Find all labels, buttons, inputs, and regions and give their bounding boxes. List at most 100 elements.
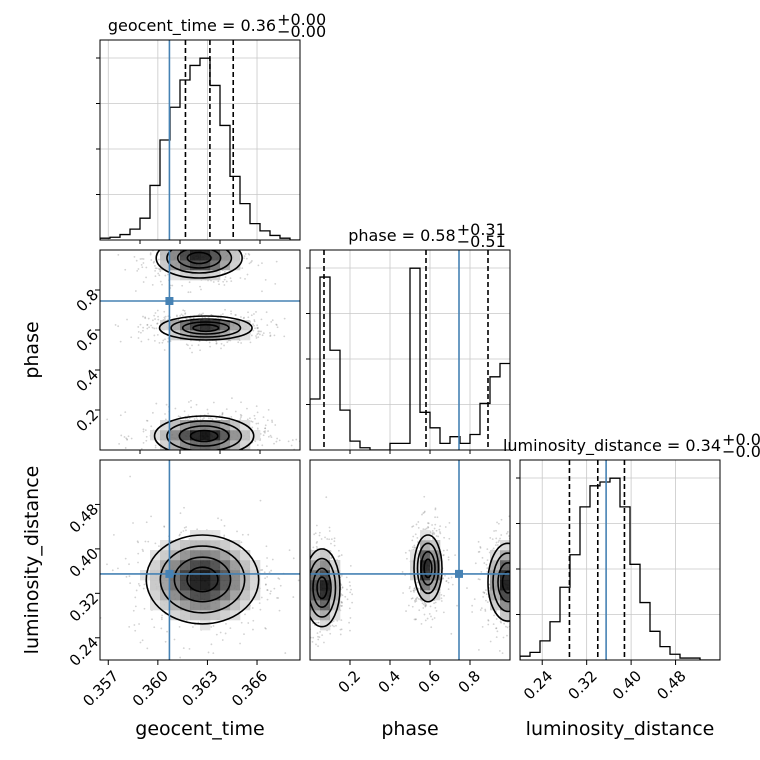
distance-vs-geocent-time-point: [264, 583, 267, 586]
phase-vs-geocent-time-point: [262, 416, 265, 419]
phase-vs-geocent-time-point: [192, 451, 194, 453]
distance-vs-phase-point: [505, 625, 507, 628]
distance-vs-geocent-time-density-cell: [190, 590, 201, 601]
distance-vs-phase-density-cell: [330, 560, 341, 571]
phase-vs-geocent-time-point: [199, 456, 201, 458]
distance-vs-phase-point: [415, 597, 418, 600]
distance-vs-phase-point: [318, 534, 321, 537]
phase-vs-geocent-time-point: [225, 280, 228, 283]
phase-vs-geocent-time-point: [204, 240, 206, 242]
distance-vs-geocent-time-density-cell: [150, 570, 161, 581]
distance-vs-phase-point: [302, 589, 304, 591]
phase-vs-geocent-time-point: [204, 454, 206, 456]
distance-vs-phase-point: [316, 547, 319, 550]
distance-vs-phase-point: [308, 583, 310, 585]
phase-vs-geocent-time-point: [249, 261, 252, 264]
phase-vs-geocent-time-point: [290, 444, 293, 447]
phase-vs-geocent-time-point: [231, 240, 233, 242]
phase-vs-geocent-time-point: [141, 266, 144, 269]
phase-vs-geocent-time-contour: [153, 415, 255, 450]
phase-vs-geocent-time-point: [145, 439, 148, 442]
phase-vs-geocent-time-point: [244, 277, 246, 280]
distance-vs-geocent-time-point: [112, 533, 115, 536]
phase-vs-geocent-time-point: [218, 283, 220, 286]
distance-vs-phase-point: [513, 601, 515, 603]
distance-vs-geocent-time-point: [223, 534, 226, 537]
distance-vs-phase-point: [520, 558, 522, 560]
distance-vs-phase-point: [417, 597, 420, 600]
phase-vs-geocent-time-point: [185, 463, 187, 465]
distance-vs-geocent-time-point: [240, 541, 243, 544]
distance-vs-geocent-time-ytick-label: 0.40: [66, 545, 102, 581]
distance-vs-geocent-time-point: [144, 540, 147, 543]
phase-vs-geocent-time-point: [249, 341, 252, 344]
distance-vs-phase-point: [480, 607, 483, 610]
distance-vs-phase-point: [409, 590, 412, 593]
phase-vs-geocent-time-point: [140, 263, 143, 266]
distance-vs-geocent-time-point: [260, 569, 262, 571]
phase-vs-geocent-time-point: [146, 419, 149, 422]
phase-vs-geocent-time-point: [217, 455, 219, 457]
distance-vs-phase-point: [515, 548, 517, 550]
phase-vs-geocent-time-point: [286, 247, 288, 249]
distance-vs-phase-point: [525, 563, 527, 565]
distance-vs-phase-point: [307, 591, 309, 593]
distance-vs-phase-point: [512, 575, 514, 577]
distance-vs-phase-point: [502, 636, 505, 639]
distance-vs-geocent-time-point: [259, 608, 262, 611]
phase-vs-geocent-time-density-cell: [200, 430, 211, 441]
distance-vs-phase-point: [424, 528, 427, 531]
distance-vs-geocent-time-point: [247, 533, 250, 536]
distance-vs-phase-point: [516, 610, 518, 612]
distance-vs-phase-point: [524, 549, 526, 551]
distance-vs-geocent-time-density-cell: [240, 560, 251, 571]
distance-vs-phase-point: [521, 615, 523, 617]
geocent-time-hist-histogram-steps: [100, 57, 300, 240]
distance-vs-phase-point: [517, 603, 519, 605]
distance-vs-phase-point: [333, 625, 335, 628]
phase-vs-geocent-time-point: [187, 291, 190, 294]
distance-vs-phase-point: [532, 580, 534, 582]
phase-vs-geocent-time-point: [221, 413, 224, 416]
phase-vs-geocent-time-point: [223, 227, 225, 229]
distance-vs-geocent-time-point: [277, 577, 280, 580]
distance-vs-geocent-time-point: [273, 587, 276, 590]
distance-vs-phase-point: [305, 558, 307, 560]
phase-axis-label: phase: [21, 321, 43, 378]
distance-vs-phase-point: [313, 533, 316, 536]
phase-vs-geocent-time-point: [203, 466, 205, 468]
distance-vs-phase-point: [538, 572, 540, 574]
phase-vs-geocent-time-point: [247, 311, 249, 314]
distance-vs-phase-point: [518, 640, 520, 642]
distance-vs-phase-point: [432, 531, 435, 534]
phase-vs-geocent-time-point: [271, 419, 273, 422]
distance-vs-phase-point: [333, 544, 336, 547]
phase-vs-geocent-time-point: [172, 241, 174, 243]
phase-vs-geocent-time-point: [183, 410, 186, 413]
distance-vs-phase-point: [514, 581, 516, 583]
phase-vs-geocent-time-point: [188, 243, 190, 245]
distance-vs-geocent-time-point: [271, 558, 274, 561]
distance-vs-phase-point: [512, 549, 514, 551]
distance-vs-phase-point: [305, 628, 307, 630]
distance-vs-phase-point: [484, 589, 487, 592]
distance-vs-phase-point: [524, 608, 526, 610]
phase-vs-geocent-time-point: [295, 438, 298, 441]
distance-vs-phase-point: [483, 591, 486, 594]
phase-vs-geocent-time-density-cell: [230, 260, 241, 271]
distance-vs-phase-point: [539, 546, 541, 548]
distance-vs-geocent-time-density-cell: [200, 560, 211, 571]
distance-vs-phase-point: [514, 642, 516, 644]
phase-vs-geocent-time-point: [142, 442, 145, 444]
phase-vs-geocent-time-point: [200, 245, 202, 247]
phase-vs-geocent-time-point: [209, 452, 211, 454]
distance-hist-xtick-label: 0.40: [609, 667, 645, 703]
distance-vs-phase-density-cell: [320, 580, 331, 591]
distance-vs-phase-point: [307, 586, 309, 588]
distance-vs-geocent-time-point: [301, 602, 303, 604]
distance-vs-phase-point: [480, 571, 483, 573]
distance-vs-geocent-time-point: [143, 607, 146, 610]
distance-vs-phase-point: [521, 525, 523, 527]
distance-vs-phase-point: [425, 604, 428, 606]
phase-vs-geocent-time-point: [239, 418, 242, 420]
